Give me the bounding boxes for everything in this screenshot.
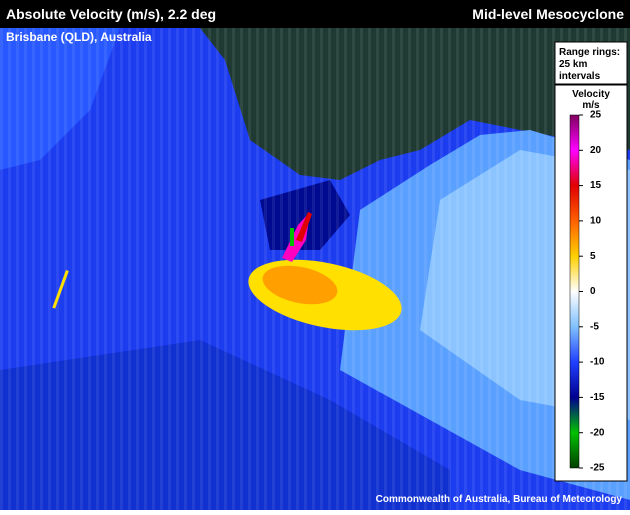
colorbar-tick-label: 5 [590, 251, 596, 262]
colorbar-tick-label: -15 [590, 392, 605, 403]
colorbar-tick-label: 25 [590, 110, 602, 121]
velocity-legend-box [554, 84, 628, 482]
header-bar [0, 0, 630, 28]
colorbar-tick-label: -20 [590, 427, 605, 438]
credit: Commonwealth of Australia, Bureau of Met… [376, 494, 623, 505]
echo-region [290, 228, 294, 246]
colorbar-title: Velocity [572, 89, 610, 100]
colorbar-tick-label: 20 [590, 145, 602, 156]
range-rings-box [554, 41, 628, 85]
range-rings-text: Range rings: [559, 47, 620, 58]
colorbar-tick-label: 0 [590, 286, 596, 297]
colorbar-tick-label: -5 [590, 321, 599, 332]
echo-region [262, 265, 338, 305]
colorbar-tick-label: 10 [590, 216, 602, 227]
colorbar [569, 114, 580, 469]
colorbar-tick-label: -25 [590, 463, 605, 474]
product: Mid-level Mesocyclone [472, 6, 624, 22]
colorbar-tick-label: -10 [590, 357, 605, 368]
echo-region [296, 212, 312, 242]
title: Absolute Velocity (m/s), 2.2 deg [6, 6, 216, 22]
range-rings-text: intervals [559, 71, 601, 82]
colorbar-tick-label: 15 [590, 180, 602, 191]
colorbar-unit: m/s [582, 100, 600, 111]
location: Brisbane (QLD), Australia [6, 30, 152, 44]
range-rings-text: 25 km [559, 59, 587, 70]
echo-region [52, 270, 69, 309]
